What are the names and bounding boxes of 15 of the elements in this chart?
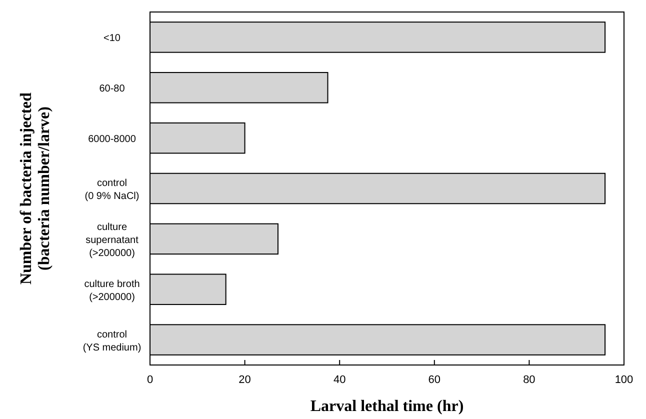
- y-tick-label: 6000-8000: [88, 134, 136, 146]
- y-tick-label: culture supernatant (>200000): [86, 222, 139, 259]
- x-tick-label: 60: [428, 374, 441, 386]
- x-tick-label: 80: [523, 374, 536, 386]
- x-axis-title: Larval lethal time (hr): [310, 398, 464, 415]
- y-tick-label: culture broth (>200000): [84, 278, 140, 303]
- x-tick-label: 40: [333, 374, 346, 386]
- y-tick-label: control (YS medium): [82, 329, 142, 354]
- y-tick-label: control (0 9% NaCl): [84, 178, 140, 202]
- x-tick-label: 20: [238, 374, 251, 386]
- x-tick-label: 0: [146, 374, 154, 386]
- y-tick-label: <10: [104, 33, 121, 44]
- y-axis-title: Number of bacteria injected (bacteria number/larve): [18, 92, 53, 285]
- y-tick-label: 60-80: [99, 84, 126, 95]
- x-tick-label: 100: [614, 374, 634, 386]
